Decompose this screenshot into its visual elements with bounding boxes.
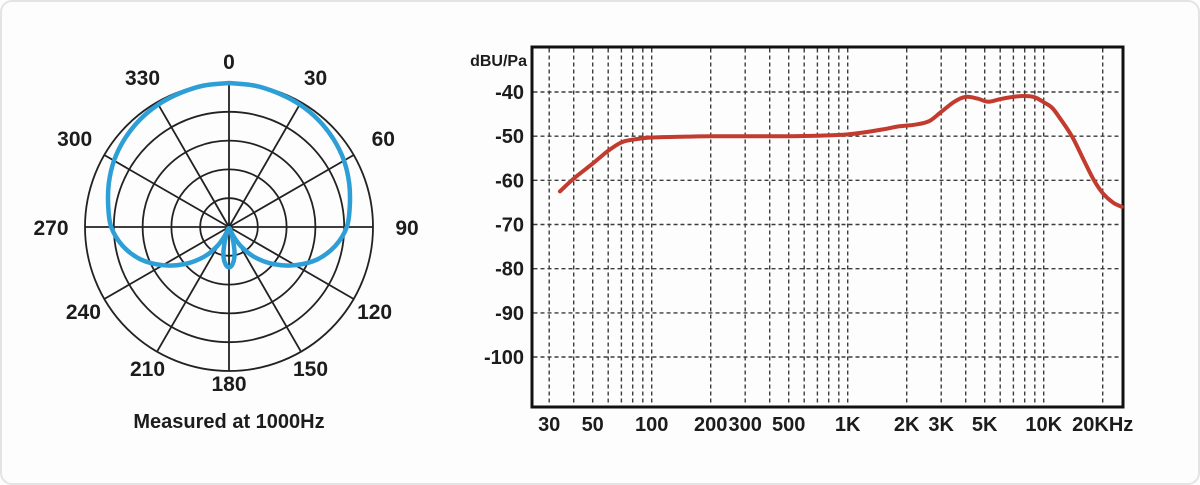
freq-y-tick-label: -90: [495, 303, 524, 325]
freq-x-tick-label: 50: [582, 414, 604, 436]
polar-angle-label: 30: [304, 67, 327, 90]
polar-spoke: [103, 226, 230, 300]
freq-y-tick-label: -60: [495, 170, 524, 192]
freq-y-tick-label: -80: [495, 259, 524, 281]
polar-angle-label: 240: [66, 301, 101, 324]
polar-angle-label: 330: [125, 67, 160, 90]
freq-y-tick-label: -50: [495, 126, 524, 148]
freq-y-tick-label: -100: [484, 347, 524, 369]
freq-y-tick-label: -40: [495, 82, 524, 104]
freq-x-tick-label: 500: [772, 414, 805, 436]
polar-spoke: [228, 226, 355, 300]
frequency-y-axis-unit-label: dBU/Pa: [470, 53, 527, 70]
frequency-grid: [533, 48, 1122, 406]
polar-caption: Measured at 1000Hz: [133, 411, 324, 433]
polar-spoke: [156, 101, 230, 228]
freq-x-tick-label: 300: [729, 414, 762, 436]
frequency-x-tick-labels: 30 50 100 200 300 500 1K 2K 3K 5K 10K 20KHz: [538, 414, 1133, 436]
polar-angle-label: 120: [357, 301, 392, 324]
frequency-response-curve: [557, 93, 1124, 209]
polar-angle-label: 270: [33, 217, 68, 240]
freq-x-tick-label: 3K: [928, 414, 954, 436]
polar-angle-label: 60: [372, 128, 395, 151]
polar-pattern-curve: [105, 80, 353, 270]
polar-spoke: [228, 101, 302, 228]
freq-x-tick-label: 100: [635, 414, 668, 436]
frequency-plot-frame: [530, 45, 1125, 409]
freq-y-tick-label: -70: [495, 215, 524, 237]
freq-x-tick-label: 2K: [894, 414, 920, 436]
freq-x-tick-label: 5K: [972, 414, 998, 436]
polar-angle-label: 0: [223, 51, 235, 74]
polar-angle-label: 90: [395, 217, 418, 240]
freq-x-tick-label: 30: [538, 414, 560, 436]
freq-x-tick-label: 1K: [835, 414, 861, 436]
freq-x-tick-label: 200: [694, 414, 727, 436]
polar-angle-label: 180: [211, 373, 246, 396]
polar-angle-labels: 0 30 60 90 120 150 180 210 240 270 300 330: [33, 51, 418, 396]
polar-angle-label: 150: [293, 358, 328, 381]
polar-spoke: [103, 154, 230, 228]
frequency-y-tick-labels: -40 -50 -60 -70 -80 -90 -100: [484, 82, 524, 369]
polar-angle-label: 300: [57, 128, 92, 151]
freq-x-tick-label: 10K: [1025, 414, 1062, 436]
polar-angle-label: 210: [130, 358, 165, 381]
freq-x-tick-label: 20KHz: [1072, 414, 1133, 436]
polar-spoke: [228, 154, 355, 228]
